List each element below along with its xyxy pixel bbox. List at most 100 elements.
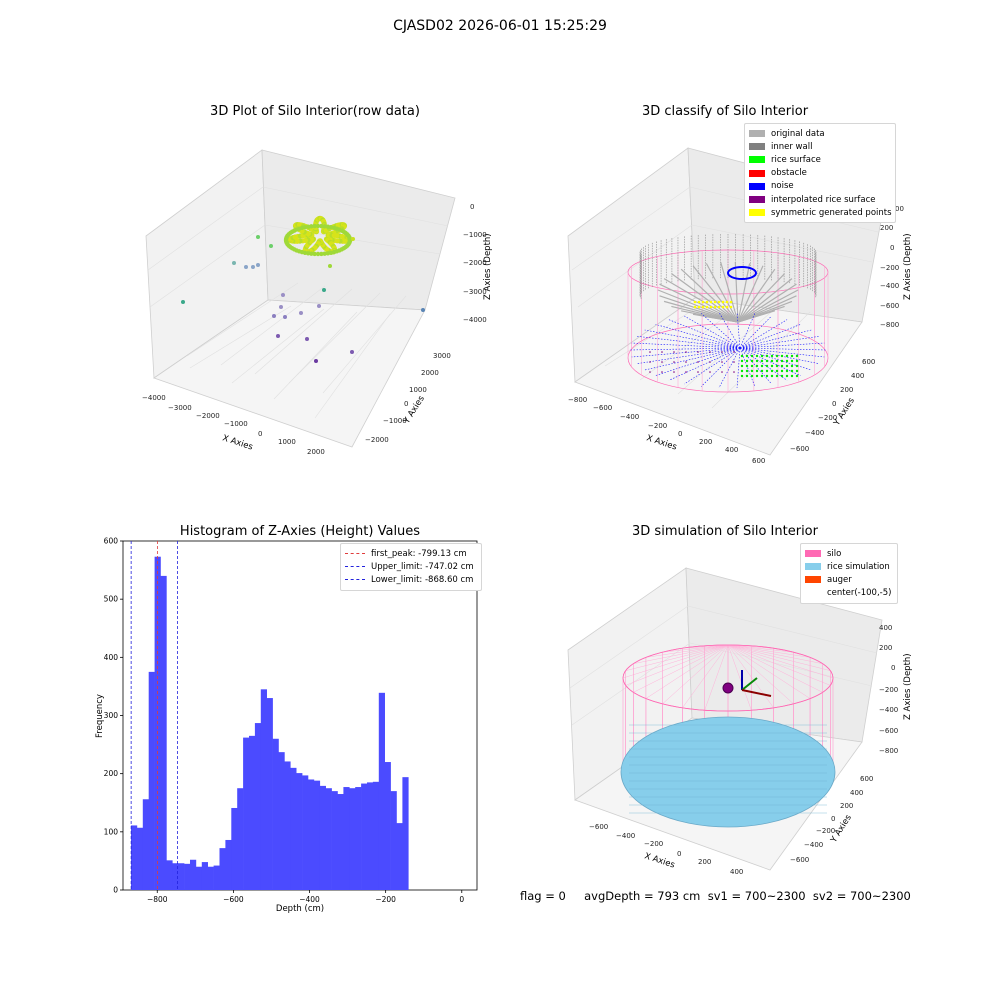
histogram-bar	[302, 775, 309, 890]
svg-text:600: 600	[860, 775, 873, 783]
outlier-point	[181, 300, 185, 304]
svg-text:−200: −200	[818, 414, 837, 422]
rice-surface-point	[750, 354, 754, 358]
svg-text:−2000: −2000	[365, 436, 389, 444]
panel1-zlabel: Z Axies (Depth)	[483, 233, 493, 300]
interpolated-point	[709, 371, 711, 373]
histogram-bar	[166, 860, 173, 890]
svg-text:−600: −600	[879, 727, 898, 735]
silo-roof-wire	[682, 644, 729, 708]
y-tick-label: 100	[104, 827, 119, 836]
silo-roof-wire	[662, 644, 729, 653]
interpolated-point	[685, 371, 687, 373]
histogram-bar	[402, 777, 409, 890]
histogram-bar	[207, 866, 214, 890]
svg-text:−400: −400	[805, 429, 824, 437]
symmetric-point	[701, 300, 705, 304]
noise-ray	[739, 324, 801, 349]
silo-roof-wire	[727, 644, 811, 699]
outlier-point	[256, 263, 260, 267]
histogram-bar	[219, 848, 226, 890]
histogram-bar	[396, 823, 403, 890]
interpolated-point	[721, 361, 723, 363]
symmetric-point	[713, 305, 717, 309]
silo-roof-wire	[727, 644, 823, 664]
original-data-trace	[671, 273, 739, 323]
rice-surface-point	[780, 369, 784, 373]
histogram-bar	[248, 735, 256, 890]
rice-surface-point	[780, 364, 784, 368]
histogram-bar	[231, 807, 238, 890]
rice-surface-point	[755, 354, 759, 358]
panel1-xlabel: X Axies	[221, 433, 254, 452]
rice-surface-point	[795, 364, 799, 368]
outlier-point	[281, 293, 285, 297]
rice-surface-point	[765, 359, 769, 363]
rice-surface-point	[765, 364, 769, 368]
histogram-bar	[260, 689, 267, 890]
svg-text:−200: −200	[816, 827, 835, 835]
rice-surface-point	[785, 354, 789, 358]
legend-center: center(-100,-5)	[827, 588, 892, 599]
histogram-bar	[313, 780, 321, 890]
rice-surface-point	[740, 364, 744, 368]
silo-top-ring-front	[622, 644, 834, 712]
histogram-bar	[184, 863, 191, 890]
svg-text:−800: −800	[879, 747, 898, 755]
surface-point	[305, 224, 311, 229]
silo-roof-wire	[727, 644, 811, 658]
original-data-trace	[737, 263, 751, 323]
svg-text:200: 200	[880, 224, 893, 232]
original-data-trace	[737, 278, 793, 323]
histogram-bar	[378, 692, 385, 890]
outlier-point	[322, 288, 326, 292]
noise-ray	[739, 347, 772, 385]
outlier-point	[244, 265, 248, 269]
interpolated-point	[697, 351, 699, 353]
svg-text:−400: −400	[879, 706, 898, 714]
noise-ray	[636, 347, 741, 365]
legend-first-peak: first_peak: -799.13 cm	[345, 547, 477, 560]
interpolated-point	[733, 371, 735, 373]
symmetric-point	[701, 305, 705, 309]
interpolated-point	[709, 361, 711, 363]
noise-ray	[700, 313, 741, 349]
rice-simulation-surface	[620, 716, 836, 828]
surface-point	[319, 223, 324, 229]
symmetric-point	[725, 300, 729, 304]
legend-lower-limit: Lower_limit: -868.60 cm	[345, 573, 477, 586]
y-tick-label: 200	[104, 769, 119, 778]
rice-surface-point	[755, 364, 759, 368]
outlier-point	[305, 337, 309, 341]
outlier-point	[350, 350, 354, 354]
histogram-bar	[189, 859, 197, 890]
panel1-point-cloud	[181, 215, 425, 363]
histogram-y-ticks: 0 100 200 300 400 500 600	[104, 537, 123, 895]
outlier-point	[269, 244, 273, 248]
svg-text:−200: −200	[879, 686, 898, 694]
svg-text:1000: 1000	[409, 386, 427, 394]
svg-text:−1000: −1000	[224, 420, 248, 428]
svg-text:−1000: −1000	[383, 417, 407, 425]
surface-point	[322, 251, 327, 256]
svg-text:0: 0	[831, 815, 835, 823]
rice-surface-point	[760, 354, 764, 358]
panel3-title: Histogram of Z-Axies (Height) Values	[179, 524, 421, 539]
noise-ray	[655, 324, 741, 349]
histogram-bar	[136, 827, 144, 890]
rice-surface-point	[745, 364, 749, 368]
svg-text:−600: −600	[790, 445, 809, 453]
silo-roof-wire	[727, 644, 823, 693]
svg-text:0: 0	[404, 400, 408, 408]
original-data-trace	[663, 278, 739, 323]
legend-symmetric-generated-points: symmetric generated points	[749, 206, 892, 219]
rice-surface-point	[775, 369, 779, 373]
surface-point	[312, 223, 317, 229]
histogram-bar	[372, 781, 380, 890]
svg-text:−400: −400	[804, 841, 823, 849]
interpolated-point	[649, 371, 651, 373]
noise-ray	[636, 335, 741, 349]
noise-ray	[644, 329, 741, 349]
svg-text:0: 0	[891, 664, 895, 672]
histogram-bar	[319, 785, 326, 890]
